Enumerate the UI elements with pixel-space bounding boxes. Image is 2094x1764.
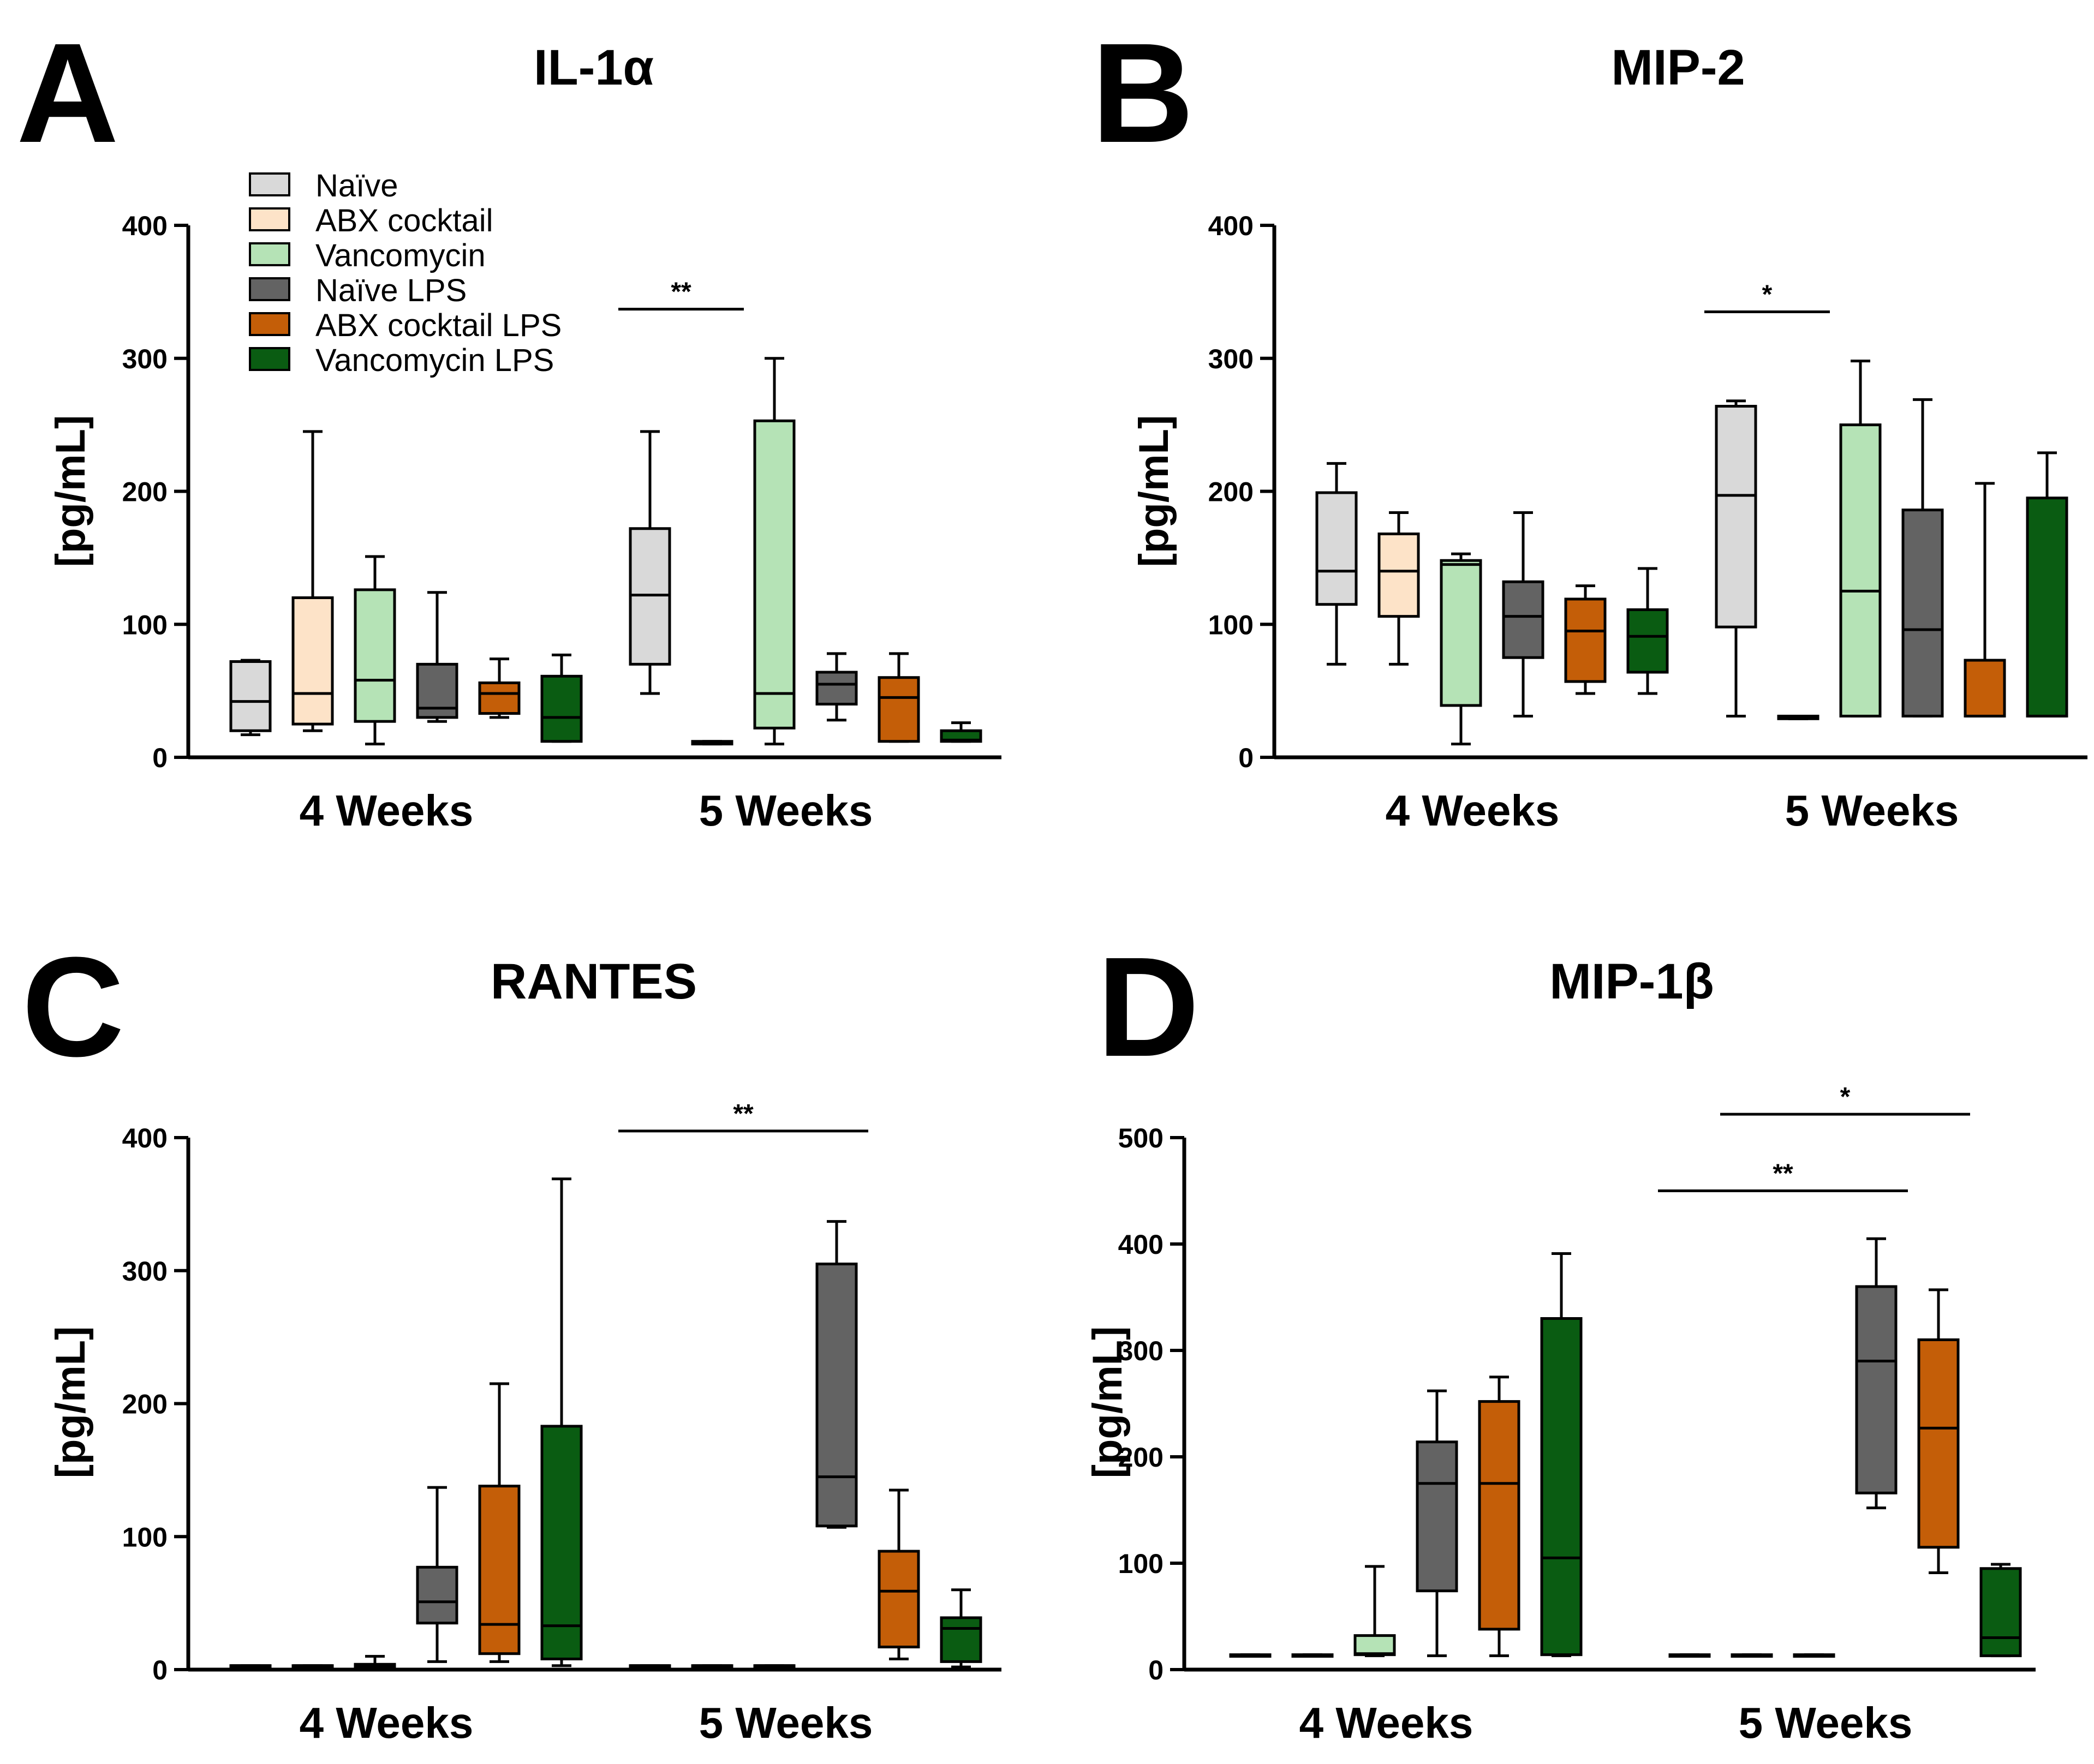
box-b-2-1 [1839,423,1882,717]
box-b-4-0 [1564,597,1607,683]
y-tick-label-b-0: 0 [1238,743,1254,773]
y-tick-label-d-2: 200 [1118,1442,1164,1473]
y-axis-label-d: [pg/mL] [1084,1326,1131,1479]
box-b-3-1 [1901,509,1944,717]
y-axis-label-a: [pg/mL] [47,415,94,567]
legend-label-naive: Naïve [315,168,398,204]
box-d-4-0 [1478,1400,1520,1631]
box-a-2-1 [753,419,796,729]
chart-title-d: MIP-1β [1549,954,1714,1009]
chart-title-b: MIP-2 [1611,40,1745,95]
y-tick-label-d-0: 0 [1148,1655,1164,1685]
panel-letter-d: D [1097,928,1200,1086]
box-a-5-0 [540,674,583,743]
box-c-3-0 [416,1565,458,1625]
significance-label-b-0: * [1762,280,1773,309]
box-a-1-0 [291,596,334,726]
y-tick-label-a-3: 300 [122,344,168,374]
panel-letter-b: B [1091,14,1194,172]
legend-label-vancomycin: Vancomycin [315,238,486,273]
y-tick-label-a-1: 100 [122,609,168,640]
legend-swatch-vancomycin-lps [249,347,290,371]
legend-swatch-abx-cocktail [249,207,290,231]
y-tick-label-b-3: 300 [1208,344,1254,374]
legend-swatch-vancomycin [249,242,290,266]
box-c-4-1 [878,1550,920,1649]
box-a-4-1 [878,676,920,743]
x-tick-label-d-1: 5 Weeks [1739,1699,1913,1747]
legend: Naïve ABX cocktail Vancomycin Naïve LPS … [249,168,562,378]
box-d-5-0 [1540,1317,1583,1657]
panel-letter-a: A [16,14,119,172]
box-b-2-0 [1440,559,1482,707]
y-tick-label-c-3: 300 [122,1256,168,1287]
significance-label-a-0: ** [671,278,691,307]
significance-label-c-0: ** [733,1099,754,1128]
box-a-2-0 [354,588,396,723]
significance-label-d-1: * [1840,1083,1851,1111]
box-b-5-0 [1626,608,1669,674]
y-tick-label-c-1: 100 [122,1522,168,1552]
y-axis-label-b: [pg/mL] [1131,415,1177,567]
legend-swatch-naive [249,172,290,196]
x-tick-label-d-0: 4 Weeks [1299,1699,1473,1747]
y-axis-label-c: [pg/mL] [47,1326,94,1479]
y-tick-label-b-2: 200 [1208,477,1254,507]
x-tick-label-a-0: 4 Weeks [300,786,474,835]
box-c-3-1 [815,1263,858,1528]
box-d-3-0 [1416,1440,1458,1593]
legend-label-naive-lps: Naïve LPS [315,273,467,308]
x-tick-label-c-1: 5 Weeks [699,1699,873,1747]
box-c-5-0 [540,1425,583,1660]
box-b-1-0 [1377,533,1420,618]
legend-swatch-naive-lps [249,277,290,301]
box-c-4-0 [478,1485,521,1655]
box-d-2-0 [1353,1634,1396,1657]
chart-title-a: IL-1α [534,40,654,95]
plot-a: 0 100 200 300 400 4 Weeks 5 Weeks ** [122,211,1001,835]
y-tick-label-d-3: 300 [1118,1336,1164,1366]
panel-letter-c: C [22,928,124,1086]
chart-title-c: RANTES [491,954,697,1009]
y-tick-label-a-2: 200 [122,477,168,507]
x-tick-label-b-1: 5 Weeks [1785,786,1959,835]
box-b-0-1 [1715,405,1757,629]
y-tick-label-d-1: 100 [1118,1548,1164,1579]
y-tick-label-d-4: 400 [1118,1229,1164,1260]
significance-label-d-0: ** [1773,1159,1793,1188]
legend-label-abx-cocktail: ABX cocktail [315,203,493,238]
box-b-5-1 [2026,497,2068,717]
box-b-0-0 [1315,491,1358,606]
y-tick-label-b-4: 400 [1208,211,1254,241]
box-b-4-1 [1964,659,2006,717]
y-tick-label-b-1: 100 [1208,609,1254,640]
plot-c: 0 100 200 300 400 4 Weeks 5 Weeks ** [122,1099,1001,1747]
y-tick-label-c-4: 400 [122,1123,168,1153]
legend-label-vancomycin-lps: Vancomycin LPS [315,343,554,378]
x-tick-label-c-0: 4 Weeks [300,1699,474,1747]
box-d-5-1 [1979,1567,2022,1658]
box-a-3-1 [815,671,858,705]
legend-swatch-abx-cocktail-lps [249,312,290,336]
x-tick-label-b-0: 4 Weeks [1386,786,1560,835]
y-tick-label-a-0: 0 [152,743,168,773]
box-d-4-1 [1917,1338,1960,1549]
legend-label-abx-cocktail-lps: ABX cocktail LPS [315,308,562,343]
y-tick-label-c-0: 0 [152,1655,168,1685]
box-a-4-0 [478,681,521,715]
x-tick-label-a-1: 5 Weeks [699,786,873,835]
y-tick-label-d-5: 500 [1118,1123,1164,1153]
box-c-5-1 [940,1616,982,1663]
y-tick-label-c-2: 200 [122,1389,168,1420]
box-d-3-1 [1855,1285,1898,1494]
plot-b: 0 100 200 300 400 4 Weeks 5 Weeks * [1208,211,2087,835]
box-a-0-0 [229,660,272,732]
y-tick-label-a-4: 400 [122,211,168,241]
box-b-3-0 [1502,580,1544,659]
